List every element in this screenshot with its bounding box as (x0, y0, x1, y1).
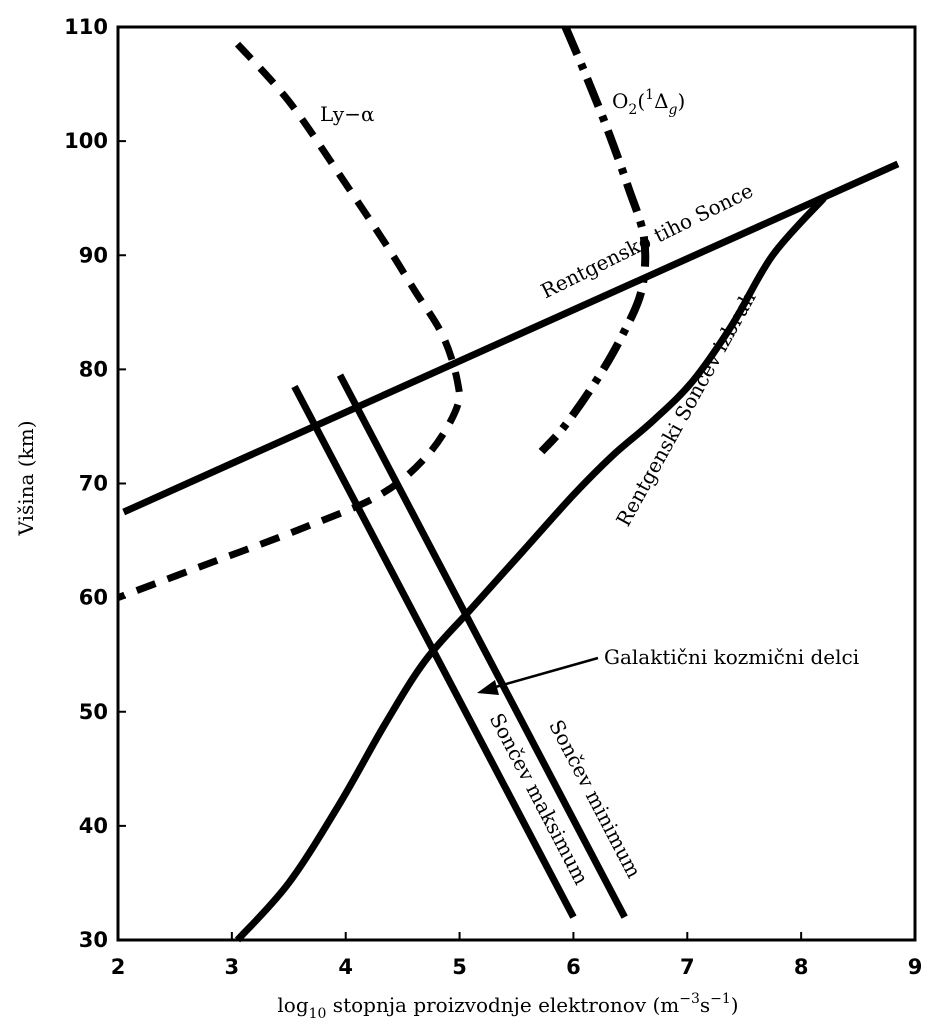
series-label-o2: O2(1Δg) (612, 87, 685, 118)
x-tick-label: 7 (680, 955, 695, 979)
series-label-ly: Ly−α (320, 102, 375, 126)
series-line-rentgensko-tiho-sonce (122, 160, 900, 516)
annotation-text: Galaktični kozmični delci (604, 645, 859, 669)
series-line-rentgenski-sonc-ev-izbruh (234, 195, 827, 943)
y-tick-label: 90 (79, 243, 108, 267)
series-label-sonc-ev-maksimum: Sončev maksimum (485, 709, 594, 888)
x-axis-label: log10 stopnja proizvodnje elektronov (m−… (277, 991, 738, 1022)
y-tick-label: 70 (79, 472, 108, 496)
x-tick-label: 6 (566, 955, 581, 979)
series-line-sonc-ev-minimum (336, 373, 628, 919)
y-tick-label: 80 (79, 357, 108, 381)
y-tick-label: 100 (64, 129, 108, 153)
series-label-rentgenski-sonc-ev-izbruh: Rentgenski Sončev izbruh (611, 287, 760, 530)
series-line-ly (116, 41, 463, 601)
x-tick-label: 5 (452, 955, 467, 979)
x-tick-label: 8 (794, 955, 809, 979)
y-tick-label: 60 (79, 586, 108, 610)
series-line-sonc-ev-maksimum (291, 384, 577, 919)
x-tick-label: 4 (338, 955, 353, 979)
y-tick-label: 30 (79, 928, 108, 952)
x-tick-label: 3 (225, 955, 240, 979)
x-tick-label: 2 (111, 955, 126, 979)
y-tick-label: 40 (79, 814, 108, 838)
annotation-arrow (491, 656, 599, 690)
ticks: 2 3 4 5 6 7 8 9 30 40 50 60 70 80 90 100 110 (64, 15, 922, 979)
y-tick-label: 50 (79, 700, 108, 724)
x-tick-label: 9 (908, 955, 923, 979)
series-lines (116, 25, 900, 943)
annotation-arrowhead (477, 680, 499, 695)
annotation-galactic-cosmic: Galaktični kozmični delci (477, 645, 859, 695)
y-axis-label: Višina (km) (14, 421, 38, 537)
y-tick-label: 110 (64, 15, 108, 39)
series-line-o-g (538, 25, 650, 455)
